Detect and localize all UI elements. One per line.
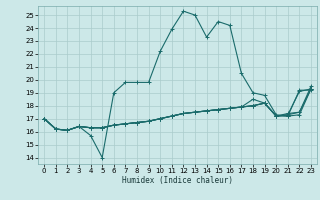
X-axis label: Humidex (Indice chaleur): Humidex (Indice chaleur) xyxy=(122,176,233,185)
